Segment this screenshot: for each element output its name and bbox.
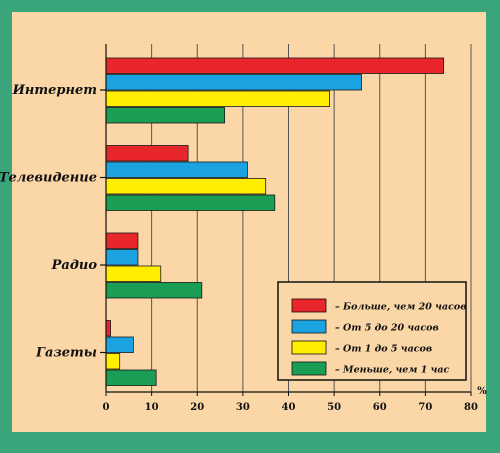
x-tick-label-30: 30 <box>236 402 250 413</box>
category-label: Интернет <box>12 83 97 98</box>
bar-2-2 <box>105 265 162 282</box>
category-labels: Интернет Телевидение Радио Газеты <box>0 83 97 361</box>
bar-1-0 <box>105 145 189 162</box>
axes <box>100 44 472 396</box>
bar-3-1 <box>105 336 134 353</box>
legend: – Больше, чем 20 часов – От 5 до 20 часов… <box>277 281 467 381</box>
bar-3-2 <box>105 353 121 370</box>
bar-3-0 <box>105 320 111 337</box>
legend-label-3: – Меньше, чем 1 час <box>335 365 450 376</box>
bar-0-2 <box>105 90 330 107</box>
legend-swatch-3 <box>291 361 327 376</box>
legend-swatch-2 <box>291 340 327 355</box>
legend-label-2: – От 1 до 5 часов <box>335 344 432 355</box>
bar-0-3 <box>105 107 226 124</box>
legend-label-0: – Больше, чем 20 часов <box>335 302 466 313</box>
tick-labels: 0 10 20 30 40 50 60 70 80 <box>103 402 478 413</box>
x-tick-label-70: 70 <box>418 402 432 413</box>
bar-0-1 <box>105 74 362 91</box>
bar-2-3 <box>105 282 203 299</box>
category-label: Радио <box>51 258 98 273</box>
x-tick-label-10: 10 <box>145 402 159 413</box>
bar-2-1 <box>105 249 139 266</box>
bar-1-3 <box>105 194 276 211</box>
bar-3-3 <box>105 369 157 386</box>
category-label: Телевидение <box>0 171 97 186</box>
category-label: Газеты <box>35 346 97 361</box>
bar-1-1 <box>105 161 248 178</box>
x-tick-label-80: 80 <box>464 402 478 413</box>
unit-label: % <box>477 386 487 397</box>
x-tick-label-60: 60 <box>373 402 387 413</box>
x-tick-label-50: 50 <box>327 402 341 413</box>
bar-1-2 <box>105 178 267 195</box>
x-tick-label-40: 40 <box>282 402 296 413</box>
legend-label-1: – От 5 до 20 часов <box>335 323 439 334</box>
legend-swatch-0 <box>291 298 327 313</box>
bar-2-0 <box>105 232 139 249</box>
legend-swatch-1 <box>291 319 327 334</box>
x-tick-label-0: 0 <box>103 402 110 413</box>
x-tick-label-20: 20 <box>190 402 204 413</box>
bar-0-0 <box>105 57 445 74</box>
bars <box>105 57 445 386</box>
